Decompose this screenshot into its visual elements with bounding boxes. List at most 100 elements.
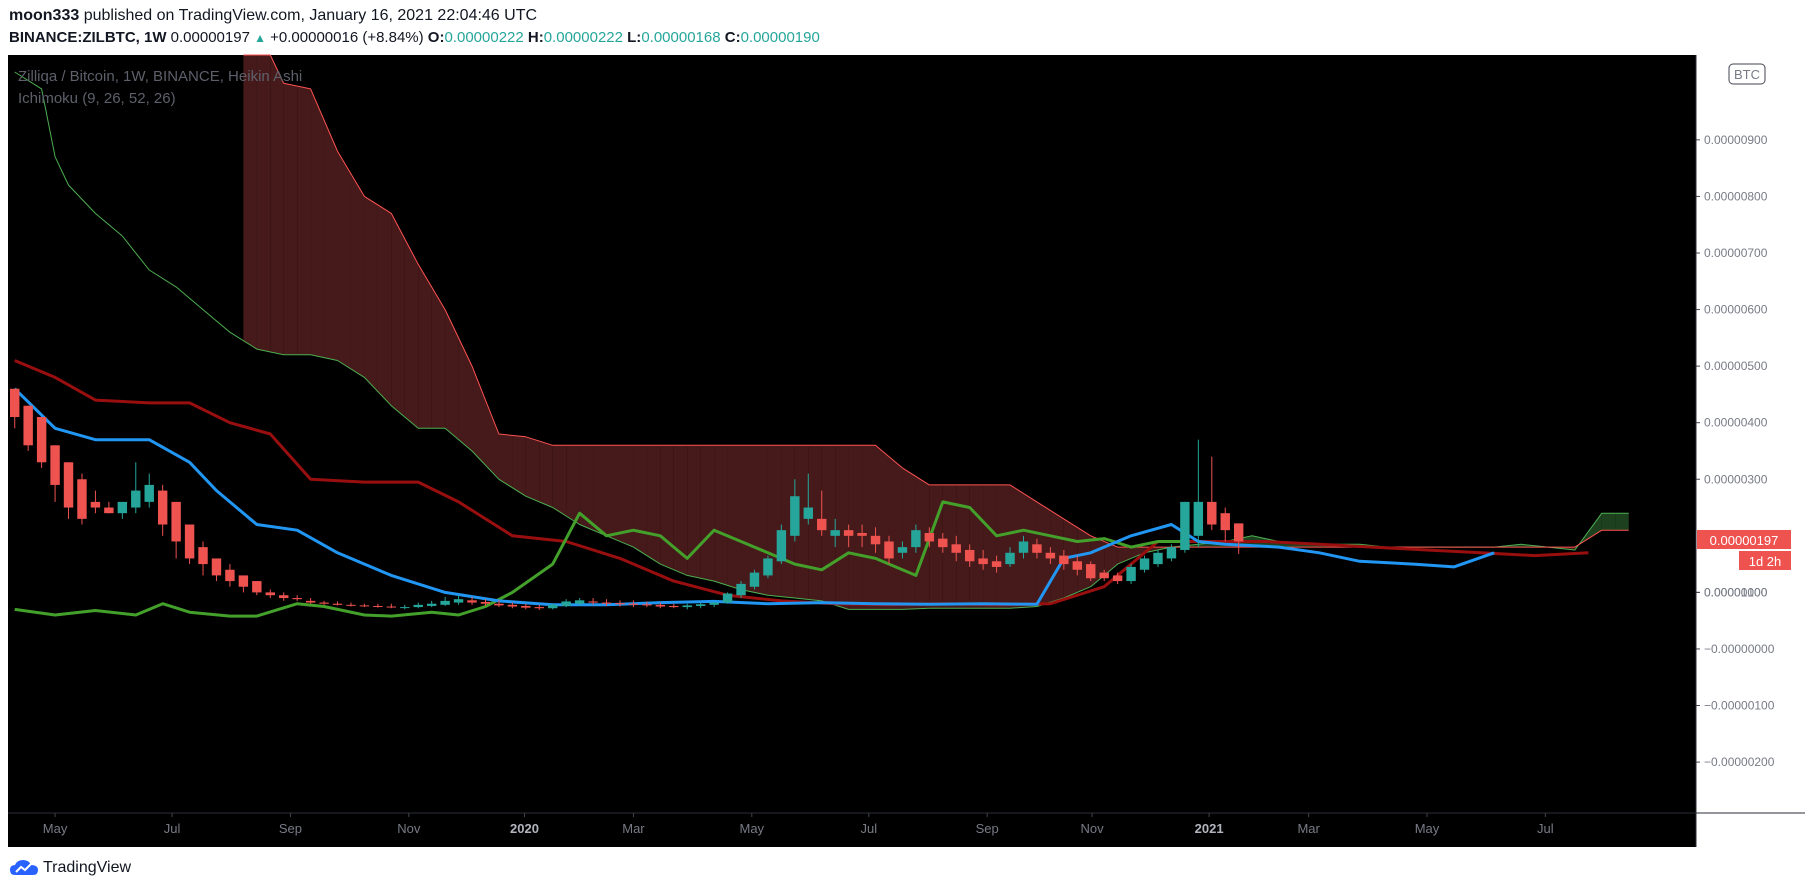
candle-body (453, 599, 464, 603)
cloud-segment (539, 441, 553, 508)
open-value: 0.00000222 (444, 29, 524, 46)
candle-body (426, 603, 437, 606)
cloud-segment (1050, 510, 1064, 603)
candle-body (1207, 501, 1217, 525)
candle-body (938, 538, 948, 548)
candle-body (171, 501, 181, 542)
x-tick-label: Nov (397, 821, 421, 836)
candle-body (1112, 575, 1123, 582)
candle-body (346, 604, 356, 606)
cloud-segment (619, 445, 634, 548)
cloud-segment (741, 445, 755, 593)
cloud-segment (579, 445, 594, 531)
candle-body (23, 405, 33, 446)
candle-body (117, 501, 128, 514)
candle-body (413, 604, 423, 608)
x-tick-label: Nov (1081, 821, 1105, 836)
x-tick-label: May (1415, 821, 1440, 836)
candle-body (157, 490, 168, 525)
cloud-segment (673, 445, 688, 576)
cloud-segment (297, 86, 311, 355)
published-text: published on TradingView.com, January 16… (83, 7, 538, 24)
candle-body (1180, 501, 1190, 550)
candle-body (1086, 564, 1096, 579)
cloud-segment (485, 400, 499, 480)
cloud-segment (700, 445, 715, 582)
cloud-segment (364, 196, 378, 392)
x-tick-label: Mar (622, 821, 645, 836)
y-tick-label: −0.00000200 (1704, 755, 1775, 769)
chart-title: Zilliqa / Bitcoin, 1W, BINANCE, Heikin A… (18, 68, 302, 85)
candle-body (104, 507, 114, 514)
candle-body (521, 605, 531, 608)
x-tick-label: 2020 (510, 821, 539, 836)
cloud-segment (633, 445, 647, 556)
candle-body (709, 602, 719, 605)
cloud-segment (956, 484, 970, 609)
cloud-segment (1104, 541, 1118, 576)
candle-body (722, 593, 733, 603)
cloud-segment (310, 88, 325, 358)
candle-body (1072, 561, 1082, 570)
lagging-span-line (14, 500, 1185, 618)
candle-body (763, 558, 773, 576)
candle-body (534, 607, 544, 609)
candle-body (884, 541, 894, 559)
cloud-segment (498, 434, 513, 488)
candles (10, 388, 1244, 610)
candle-body (238, 575, 249, 587)
author-name[interactable]: moon333 (9, 7, 80, 24)
cloud-segment (283, 83, 298, 355)
cloud-segment (1131, 547, 1145, 559)
candle-body (897, 547, 908, 553)
symbol-bar: BINANCE:ZILBTC, 1W 0.00000197 ▲ +0.00000… (9, 29, 820, 46)
candle-body (90, 501, 101, 508)
candle-body (817, 518, 827, 531)
currency-badge: BTC (1728, 63, 1766, 85)
currency-badge-label: BTC (1734, 67, 1760, 82)
candle-body (373, 605, 383, 607)
cloud-segment (1023, 493, 1037, 608)
last-price: 0.00000197 (170, 29, 250, 46)
candle-body (870, 535, 881, 545)
y-tick-label: 0.00000400 (1704, 416, 1768, 430)
cloud-segment (1036, 501, 1051, 607)
cloud-logo-icon (10, 860, 38, 875)
price-chart[interactable]: 0.00001000 0.00000900 0.00000800 0.00000700… (0, 0, 1805, 850)
low-label: L: (627, 29, 642, 46)
candle-body (467, 600, 477, 603)
open-label: O: (427, 29, 445, 46)
base-line (14, 359, 1589, 607)
candle-body (1126, 566, 1136, 582)
close-label: C: (724, 29, 741, 46)
candle-body (548, 604, 558, 609)
candle-body (790, 496, 800, 536)
cloud-segment (256, 55, 271, 352)
cloud-segment (888, 456, 903, 610)
tradingview-logo[interactable]: TradingView (9, 859, 131, 877)
x-axis[interactable]: May Jul Sep Nov 2020 Mar May Jul Sep Nov 2021 Mar Ma… (43, 813, 1554, 836)
cloud-segment (646, 445, 661, 565)
cloud-segment (337, 151, 351, 369)
candle-body (615, 603, 625, 605)
y-tick-label: 0.00000300 (1704, 472, 1768, 486)
candle-body (628, 603, 639, 605)
cloud-segment (660, 445, 674, 570)
cloud-segment (472, 366, 486, 466)
y-tick-label: 0.00001000 (1704, 585, 1768, 599)
candle-body (843, 530, 854, 536)
candle-body (400, 607, 410, 609)
cloud-segment (552, 445, 567, 517)
y-axis[interactable]: 0.00001000 0.00000900 0.00000800 0.00000700… (1696, 133, 1775, 769)
x-tick-label: May (43, 821, 68, 836)
cloud-segment (431, 286, 446, 429)
candle-body (1045, 552, 1056, 559)
candle-body (1139, 558, 1150, 570)
cloud-segment (445, 309, 459, 440)
y-tick-label: 0.00000800 (1704, 189, 1768, 203)
indicator-label[interactable]: Ichimoku (9, 26, 52, 26) (18, 90, 176, 107)
candle-body (991, 561, 1002, 567)
candle-body (1005, 552, 1015, 565)
candle-body (601, 602, 612, 604)
cloud-segment (983, 484, 997, 609)
